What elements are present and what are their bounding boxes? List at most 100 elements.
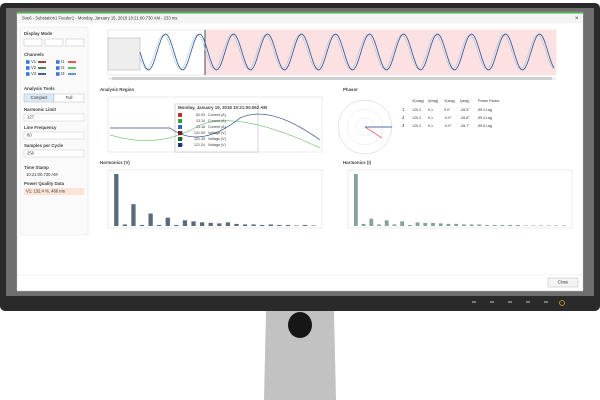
harmonic-bar [148,213,153,226]
scroll-thumb[interactable] [112,77,552,80]
power-button [559,300,565,306]
harmonic-bar [251,224,256,226]
harmonic-bar [353,174,358,226]
harmonic-bar [562,225,567,226]
table-cell: 89.5 Lag [478,124,492,128]
table-cell: -0.0° [444,116,452,120]
table-cell: 0.0° [444,108,451,112]
harmonic-bar [114,174,119,226]
harmonic-bar [165,217,170,226]
select-value: 127 [27,115,35,120]
harmonic-bar [531,225,536,226]
table-header: Power Factor [478,99,500,103]
close-x[interactable]: × [575,16,579,22]
table-cell: 89.4 Lag [478,116,492,120]
channel-label: V3 [31,71,37,76]
table-cell: 0.1 [428,108,433,112]
select[interactable] [23,113,85,122]
harmonic-bar [139,224,145,226]
left-panel [19,26,89,236]
channel-badge [178,119,182,123]
panel-title: Phasor [343,87,358,92]
harmonic-bar [174,224,179,226]
harmonic-bar [217,223,222,226]
heading: Channels [24,52,44,57]
harmonic-bar [302,224,308,226]
row-label: 1 [402,107,405,112]
harmonic-bar [438,223,443,226]
channel-label: I1 [61,59,65,64]
harmonic-bar [508,224,513,226]
zoom-box[interactable] [107,37,141,71]
reading: 131.09 [194,131,205,135]
table-cell: 120.3 [412,108,421,112]
analysis-curve [109,120,321,149]
harmonic-bar [485,224,489,226]
value: 10:21:00.730 AM [26,172,58,177]
harmonic-bar [546,225,551,226]
harmonic-bar [377,224,381,226]
table-header: I(ang) [460,99,469,103]
harmonic-bar [446,223,451,226]
channel-label: V1 [31,59,37,64]
harmonic-bar [415,222,420,226]
channel-label: V2 [179,137,183,141]
channel-badge [178,113,182,117]
channel-label: I1 [179,113,182,117]
checkbox[interactable] [26,66,30,70]
channel-swatch [38,67,46,69]
reading: 13.18 [196,125,205,129]
reading: 13.10 [196,119,205,123]
unit: Voltage (V) [208,131,226,135]
select[interactable] [23,131,85,140]
table-header: V(mag) [412,99,424,103]
harmonic-bar [225,222,231,226]
harmonic-bar [131,204,136,226]
waveform [139,34,555,70]
unit: Current (A) [208,119,226,123]
harmonic-bar [423,222,428,226]
checkbox[interactable] [56,60,60,64]
panel-title: Harmonics (I) [343,160,372,165]
analysis-curve [110,113,321,141]
channel-badge [178,125,182,129]
harmonic-bar [157,224,162,226]
select[interactable] [23,149,85,158]
panel-title: Harmonics (V) [100,160,130,165]
harmonic-bar [208,222,213,226]
table-cell: 120.3 [412,116,421,120]
harmonic-bar [461,224,466,226]
tool-button-label: Full [66,95,73,100]
reading: 52.03 [196,113,205,117]
harmonic-bar [554,225,559,226]
heading: Display Mode [24,31,53,36]
tool-button[interactable] [53,93,85,103]
checkbox[interactable] [26,60,30,64]
checkbox[interactable] [56,66,60,70]
panel-title: Analysis Region [100,87,134,92]
checkbox[interactable] [26,72,30,76]
table-cell: 89.3 Lag [478,108,492,112]
harmonic-bar [515,224,520,226]
channel-badge [178,137,182,141]
pq-box [24,188,84,195]
display-mode-buttons[interactable] [23,38,85,47]
channel-label: I3 [179,125,182,129]
table-cell: -26.5° [460,108,470,112]
checkbox[interactable] [56,72,60,76]
harmonic-bar [294,225,299,226]
monitor-buttons [472,301,548,303]
harmonic-bar [199,222,205,226]
tooltip [174,103,259,153]
harmonic-bar [234,223,239,226]
harmonic-bar [392,224,397,226]
harmonic-bar [384,220,389,226]
close-button[interactable] [547,277,579,288]
harmonic-bar [539,225,543,226]
channel-label: V2 [31,65,37,70]
tool-button-label: Compact [31,95,49,100]
title-bar [17,13,583,24]
monitor-stand [264,311,336,400]
channel-label: V1 [179,131,183,135]
